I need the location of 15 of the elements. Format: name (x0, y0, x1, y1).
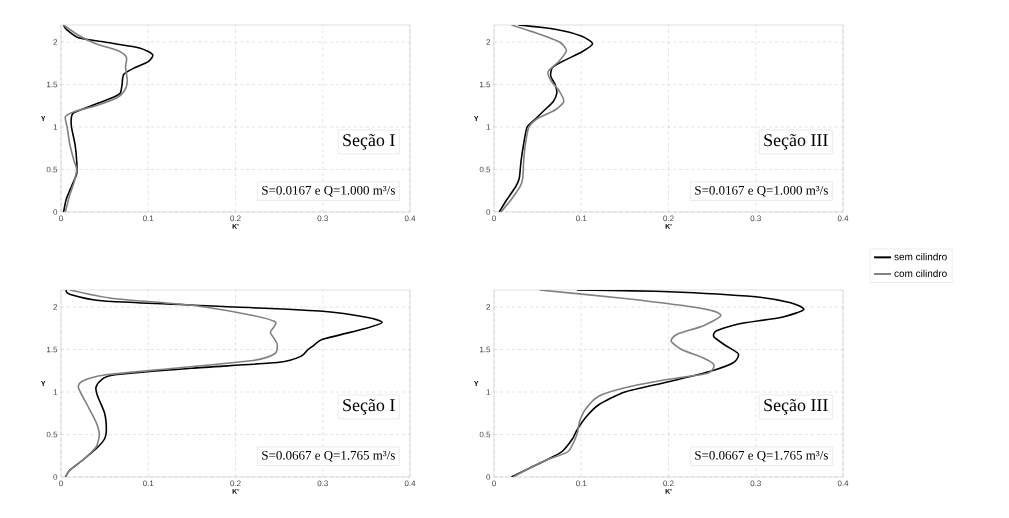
annotation: S=0.0667 e Q=1.765 m³/s (695, 450, 828, 462)
annotation: Seção I (343, 398, 395, 415)
annotation: Seção I (343, 133, 395, 150)
annotation: S=0.0167 e Q=1.000 m³/s (695, 185, 828, 197)
annotation: Seção III (764, 133, 828, 150)
line-series (500, 25, 568, 212)
annotation: Seção III (764, 398, 828, 415)
line-series (62, 25, 154, 212)
annotation: S=0.0667 e Q=1.765 m³/s (262, 450, 395, 462)
line-series (498, 25, 594, 212)
line-series (62, 25, 129, 212)
legend-label: com cilindro (894, 269, 947, 277)
legend-label: sem cilindro (894, 252, 947, 261)
line-series (510, 290, 805, 477)
annotation: S=0.0167 e Q=1.000 m³/s (262, 185, 395, 197)
